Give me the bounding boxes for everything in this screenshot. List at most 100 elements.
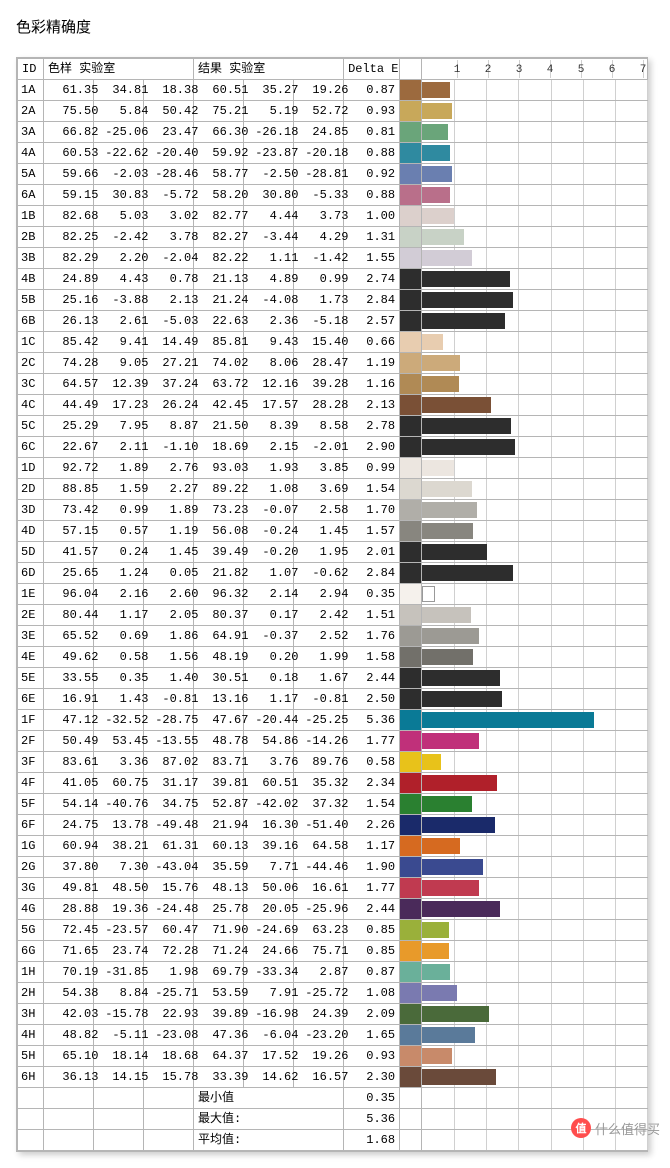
cell-swatch [400, 647, 422, 668]
cell-sample: 60.47 [144, 920, 194, 941]
cell-bar [422, 857, 648, 878]
cell-id: 6D [18, 563, 44, 584]
cell-id: 2H [18, 983, 44, 1004]
cell-result: 2.14 [244, 584, 294, 605]
cell-result: -24.69 [244, 920, 294, 941]
cell-delta: 1.65 [344, 1025, 400, 1046]
table-row: 2D 88.85 1.59 2.27 89.22 1.08 3.691.54 [18, 479, 648, 500]
cell-result: -4.08 [244, 290, 294, 311]
cell-id: 3D [18, 500, 44, 521]
cell-result: 13.16 [194, 689, 244, 710]
table-row: 5C 25.29 7.95 8.87 21.50 8.39 8.582.78 [18, 416, 648, 437]
cell-result: -5.18 [294, 311, 344, 332]
cell-sample: 60.53 [44, 143, 94, 164]
table-row: 1C 85.42 9.41 14.49 85.81 9.43 15.400.66 [18, 332, 648, 353]
cell-delta: 0.88 [344, 143, 400, 164]
cell-bar [422, 227, 648, 248]
cell-sample: -25.06 [94, 122, 144, 143]
header-axis: 1234567 [422, 59, 648, 80]
cell-swatch [400, 479, 422, 500]
table-row: 3E 65.52 0.69 1.86 64.91 -0.37 2.521.76 [18, 626, 648, 647]
cell-swatch [400, 416, 422, 437]
table-row: 1E 96.04 2.16 2.60 96.32 2.14 2.940.35 [18, 584, 648, 605]
cell-bar [422, 311, 648, 332]
cell-result: 21.94 [194, 815, 244, 836]
cell-sample: 49.62 [44, 647, 94, 668]
cell-result: 4.44 [244, 206, 294, 227]
page-title: 色彩精确度 [16, 16, 670, 37]
table-row: 3C 64.57 12.39 37.24 63.72 12.16 39.281.… [18, 374, 648, 395]
cell-delta: 1.17 [344, 836, 400, 857]
cell-sample: 34.75 [144, 794, 194, 815]
cell-result: 22.63 [194, 311, 244, 332]
cell-sample: 72.45 [44, 920, 94, 941]
cell-bar [422, 920, 648, 941]
table-row: 2E 80.44 1.17 2.05 80.37 0.17 2.421.51 [18, 605, 648, 626]
cell-sample: 0.05 [144, 563, 194, 584]
cell-sample: 9.41 [94, 332, 144, 353]
cell-bar [422, 899, 648, 920]
cell-delta: 2.84 [344, 290, 400, 311]
cell-result: -14.26 [294, 731, 344, 752]
cell-sample: 73.42 [44, 500, 94, 521]
cell-sample: 7.30 [94, 857, 144, 878]
cell-result: 48.13 [194, 878, 244, 899]
cell-result: 28.47 [294, 353, 344, 374]
cell-result: 93.03 [194, 458, 244, 479]
cell-id: 5F [18, 794, 44, 815]
cell-sample: 24.89 [44, 269, 94, 290]
cell-id: 3F [18, 752, 44, 773]
table-row: 6E 16.91 1.43 -0.81 13.16 1.17 -0.812.50 [18, 689, 648, 710]
table-row: 5A 59.66 -2.03 -28.46 58.77 -2.50 -28.81… [18, 164, 648, 185]
cell-swatch [400, 332, 422, 353]
cell-sample: 33.55 [44, 668, 94, 689]
cell-result: 35.32 [294, 773, 344, 794]
cell-result: -23.87 [244, 143, 294, 164]
cell-sample: 27.21 [144, 353, 194, 374]
cell-id: 4F [18, 773, 44, 794]
cell-result: 17.52 [244, 1046, 294, 1067]
cell-sample: 3.36 [94, 752, 144, 773]
cell-result: 16.57 [294, 1067, 344, 1088]
cell-sample: 5.03 [94, 206, 144, 227]
cell-result: 75.71 [294, 941, 344, 962]
cell-swatch [400, 626, 422, 647]
cell-id: 3H [18, 1004, 44, 1025]
cell-sample: 24.75 [44, 815, 94, 836]
watermark: 值 什么值得买 [571, 1118, 660, 1138]
cell-result: 63.72 [194, 374, 244, 395]
cell-bar [422, 563, 648, 584]
cell-id: 5H [18, 1046, 44, 1067]
cell-result: 54.86 [244, 731, 294, 752]
cell-result: -5.33 [294, 185, 344, 206]
cell-result: 85.81 [194, 332, 244, 353]
cell-result: 18.69 [194, 437, 244, 458]
cell-sample: 14.15 [94, 1067, 144, 1088]
cell-bar [422, 206, 648, 227]
cell-bar [422, 815, 648, 836]
cell-sample: 60.94 [44, 836, 94, 857]
table-row: 1H 70.19 -31.85 1.98 69.79 -33.34 2.870.… [18, 962, 648, 983]
stat-label: 最小值 [194, 1088, 344, 1109]
cell-bar [422, 416, 648, 437]
cell-result: 15.40 [294, 332, 344, 353]
cell-bar [422, 542, 648, 563]
cell-sample: 2.20 [94, 248, 144, 269]
cell-id: 1H [18, 962, 44, 983]
table-row: 5F 54.14 -40.76 34.75 52.87 -42.02 37.32… [18, 794, 648, 815]
cell-sample: 2.11 [94, 437, 144, 458]
stat-bar [422, 1088, 648, 1109]
cell-id: 6F [18, 815, 44, 836]
cell-bar [422, 878, 648, 899]
cell-sample: 59.66 [44, 164, 94, 185]
cell-sample: 0.99 [94, 500, 144, 521]
cell-id: 2F [18, 731, 44, 752]
cell-delta: 1.77 [344, 731, 400, 752]
cell-result: 25.78 [194, 899, 244, 920]
table-row: 6C 22.67 2.11 -1.10 18.69 2.15 -2.012.90 [18, 437, 648, 458]
cell-sample: 61.31 [144, 836, 194, 857]
cell-bar [422, 731, 648, 752]
cell-id: 6B [18, 311, 44, 332]
cell-result: -0.81 [294, 689, 344, 710]
cell-bar [422, 1025, 648, 1046]
